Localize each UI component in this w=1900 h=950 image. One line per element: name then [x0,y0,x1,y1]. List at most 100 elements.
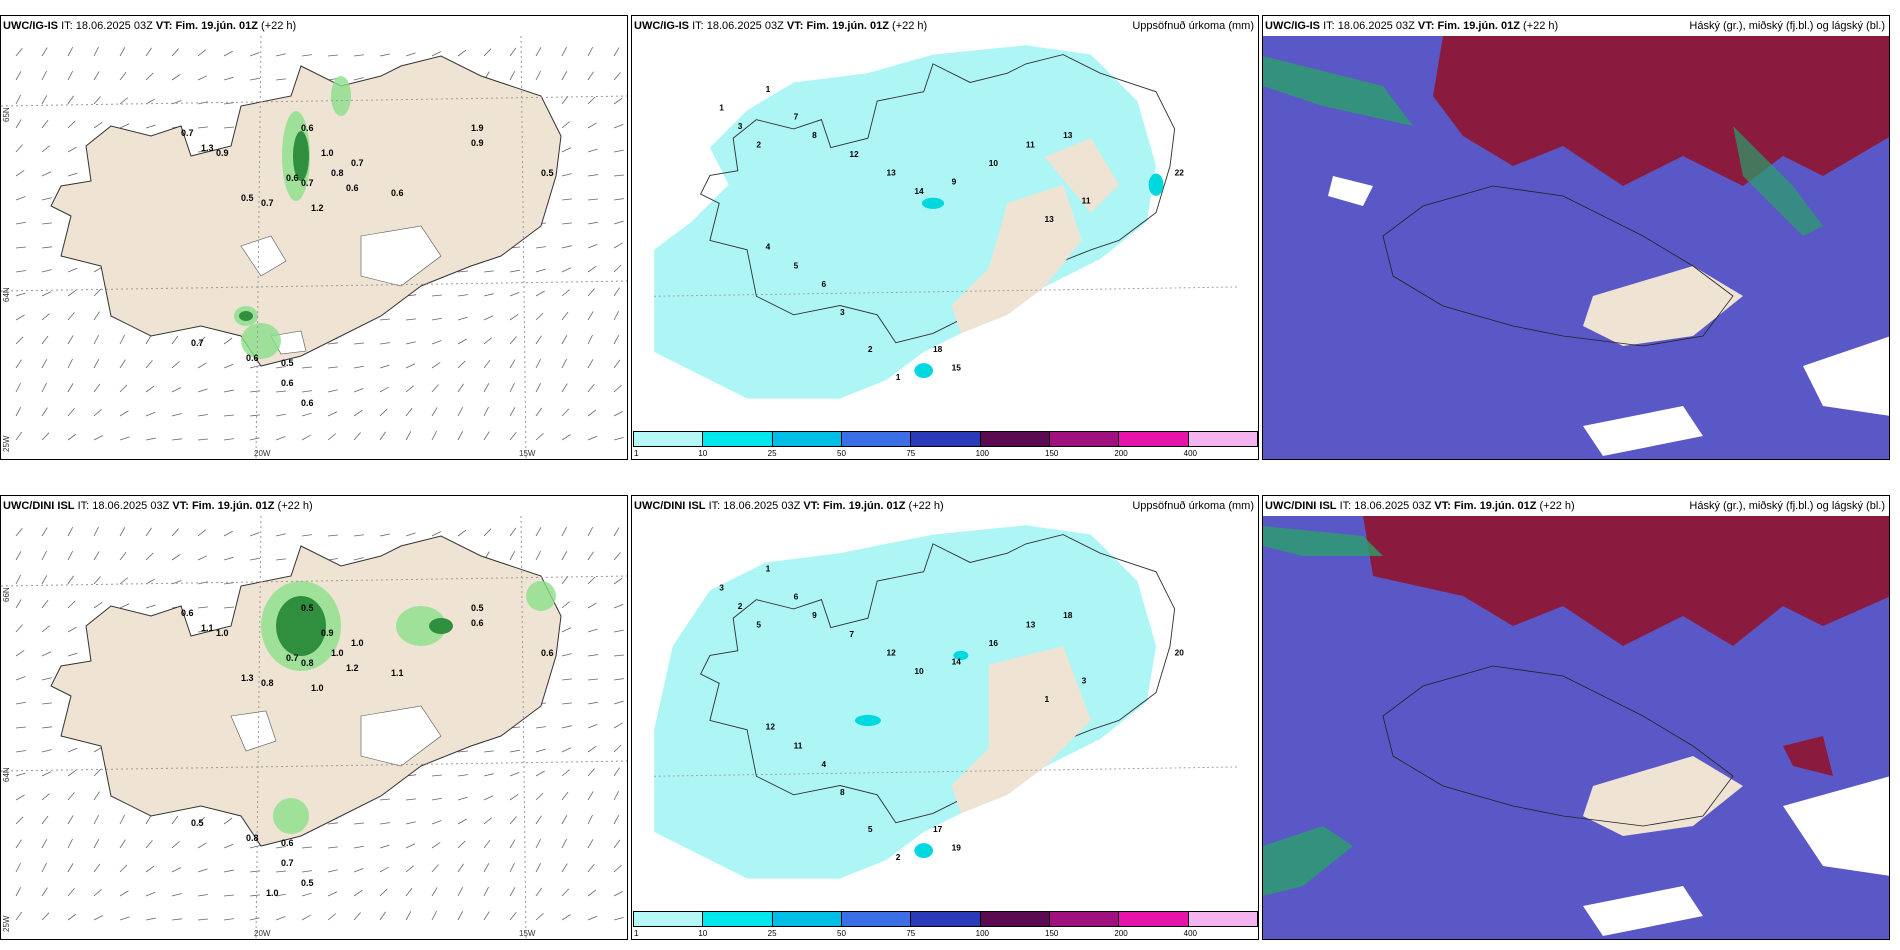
wind-barb [41,677,52,681]
wind-barb [41,839,48,849]
wind-barb [561,245,572,249]
wind-barb [483,383,490,393]
wind-barb [613,577,623,585]
wind-barb [405,798,416,801]
wind-barb [587,654,598,657]
wind-barb [301,54,312,57]
precip-value: 0.6 [541,648,554,658]
wind-barb [15,47,23,57]
legend-tick: 100 [975,449,990,458]
wind-barb [587,311,594,321]
lon-line [255,516,262,939]
accum-value: 12 [849,149,859,159]
precip-value: 0.8 [261,678,274,688]
accum-value: 7 [849,629,854,639]
wind-barb [587,526,593,537]
legend-tick: 200 [1114,929,1128,938]
wind-barb [613,242,623,249]
wind-barb [41,771,52,777]
wind-barb [353,868,364,873]
precip-value: 0.5 [191,818,204,828]
wind-barb [379,911,386,921]
wind-barb [67,433,77,441]
wind-barb [405,821,416,825]
wind-barb [67,815,74,825]
legend-swatch [771,431,842,447]
wind-barb [67,335,74,345]
legend-tick: 200 [1114,449,1128,458]
wind-barb [483,293,494,297]
wind-barb [353,557,364,561]
legend-swatch [1049,431,1120,447]
wind-barb [197,555,208,561]
wind-barb [145,437,156,441]
wind-barb [275,558,286,561]
wind-barb [457,316,468,321]
accum-value: 2 [896,852,901,862]
wind-barb [509,551,516,561]
wind-barb [41,625,50,633]
wind-barb [587,551,594,561]
wind-barb [535,433,544,441]
wind-barb [171,918,182,921]
wind-barb [379,844,390,849]
accum-precip-panel-top: UWC/IG-IS IT: 18.06.2025 03Z VT: Fim. 19… [631,15,1259,460]
wind-barb [483,48,492,57]
wind-barb [67,652,78,657]
wind-barb [223,582,234,585]
wind-barb [405,407,413,417]
wind-barb [561,383,568,393]
wind-barb [587,701,598,705]
accum-value: 11 [794,740,803,750]
accum-precip-panel-bottom: UWC/DINI ISL IT: 18.06.2025 03Z VT: Fim.… [631,495,1259,940]
wind-barb [93,839,100,849]
wind-barb [41,246,52,249]
wind-barb [379,364,390,369]
wind-barb [15,574,21,585]
wind-barb [41,197,52,201]
wind-barb [197,894,208,897]
accum-value: 4 [766,242,771,252]
wind-barb [535,862,542,873]
precip-value: 0.8 [331,168,344,178]
accum-value: 1 [766,564,771,574]
wind-barb [15,246,26,249]
glacier [360,705,442,767]
wind-barb [587,409,597,417]
wind-barb [223,894,234,897]
wind-barb [93,383,101,393]
wind-barb [119,864,128,873]
accum-value: 5 [756,620,761,630]
wind-barb [535,770,545,777]
wind-barb [405,843,416,849]
wind-barb [561,627,572,633]
accum-value: 14 [914,186,924,196]
wind-barb [613,437,624,441]
wind-barb [535,527,542,537]
wind-barb [509,71,516,81]
wind-barb [483,315,494,321]
precip-value-labels: 0.71.3 0.90.61.00.80.70.60.70.61.20.70.5 0… [181,123,554,408]
wind-barb [15,649,25,657]
wind-barb [431,774,442,777]
wind-barb [327,558,338,561]
precip-value: 0.5 [301,878,314,888]
precip-value: 0.6 [471,618,484,628]
lon-label: 20W [254,449,271,458]
wind-barb [613,654,624,657]
wind-barb [275,413,286,417]
wind-barb [535,382,542,393]
lon-label: 20W [254,929,271,938]
wind-barb [67,408,75,417]
precip-field [654,45,1157,399]
wind-barb [171,361,180,369]
wind-barb [15,772,26,777]
wind-barb [561,601,570,609]
wind-barb [535,792,544,801]
wind-barb [15,71,22,81]
wind-barb [561,222,572,225]
precip-value: 0.6 [301,398,314,408]
wind-barb [171,580,182,585]
accum-value: 9 [812,610,817,620]
wind-barb [353,822,364,825]
